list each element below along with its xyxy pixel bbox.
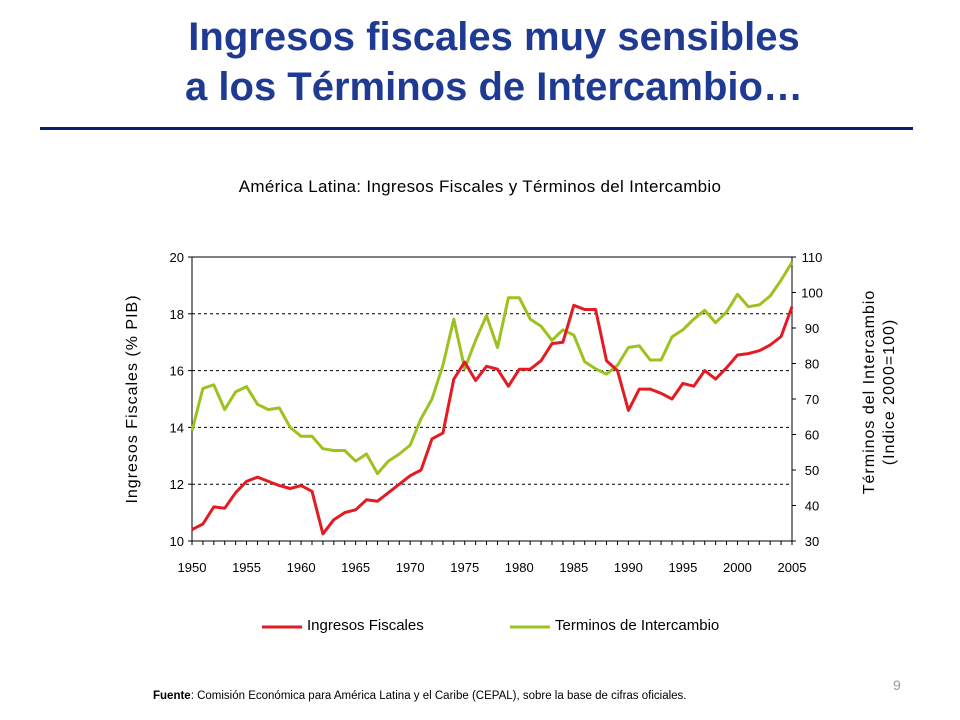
y-right-axis-title-line2: (Indice 2000=100): [881, 319, 898, 465]
x-tick-label: 1975: [450, 560, 479, 575]
legend-label-fiscal: Ingresos Fiscales: [307, 617, 424, 634]
x-tick-label: 1995: [668, 560, 697, 575]
y-left-tick-label: 10: [170, 534, 184, 549]
y-right-tick-label: 110: [802, 250, 823, 265]
y-right-tick-label: 70: [805, 392, 819, 407]
y-right-tick-label: 50: [805, 463, 819, 478]
y-right-tick-label: 100: [801, 286, 823, 301]
title-divider: [40, 127, 913, 130]
chart-title: América Latina: Ingresos Fiscales y Térm…: [238, 177, 722, 196]
y-left-tick-label: 14: [170, 420, 184, 435]
y-right-axis-title-line1: Términos del Intercambio: [861, 290, 878, 495]
series-line-fiscal: [191, 303, 794, 536]
x-tick-label: 1980: [505, 560, 534, 575]
slide-title: Ingresos fiscales muy sensibles a los Té…: [0, 12, 960, 112]
legend-label-terms: Terminos de Intercambio: [555, 617, 720, 634]
footer-source: Fuente: Comisión Económica para América …: [153, 690, 687, 702]
y-right-tick-label: 80: [805, 357, 819, 372]
footer-source-text: : Comisión Económica para América Latina…: [190, 690, 687, 702]
slide-title-line2: a los Términos de Intercambio…: [185, 65, 803, 109]
y-right-tick-label: 30: [805, 534, 819, 549]
slide-title-line1: Ingresos fiscales muy sensibles: [188, 15, 800, 59]
x-tick-label: 1955: [232, 560, 261, 575]
x-tick-label: 2000: [723, 560, 752, 575]
y-left-tick-label: 16: [170, 364, 184, 379]
x-tick-label: 1950: [178, 560, 207, 575]
x-tick-label: 1965: [341, 560, 370, 575]
y-right-tick-label: 90: [805, 321, 819, 336]
x-tick-label: 1985: [559, 560, 588, 575]
footer-source-label: Fuente: [153, 690, 191, 702]
page-number: 9: [893, 677, 901, 693]
y-left-tick-label: 18: [170, 307, 184, 322]
x-tick-label: 1970: [396, 560, 425, 575]
y-left-axis-title: Ingresos Fiscales (% PIB): [124, 294, 141, 503]
x-tick-label: 1990: [614, 560, 643, 575]
y-left-tick-label: 12: [170, 477, 184, 492]
x-tick-label: 1960: [287, 560, 316, 575]
series-line-terms: [190, 261, 794, 476]
y-left-tick-label: 20: [170, 250, 184, 265]
y-right-tick-label: 60: [805, 428, 819, 443]
y-right-tick-label: 40: [805, 499, 819, 514]
plot-frame: [191, 256, 793, 542]
x-tick-label: 2005: [778, 560, 807, 575]
